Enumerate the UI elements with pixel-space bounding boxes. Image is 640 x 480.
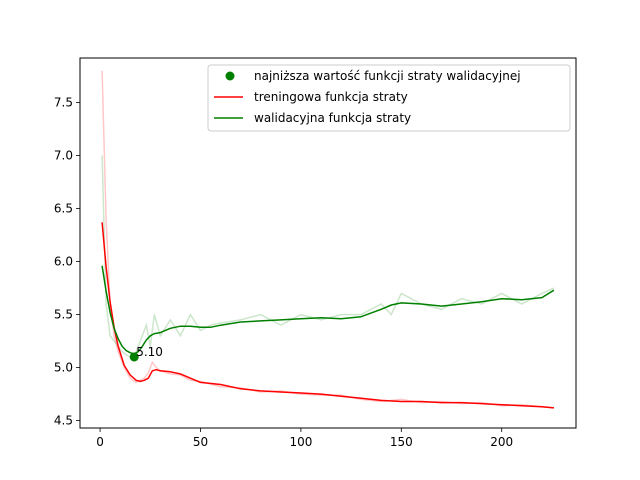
training-loss-smooth-line — [101, 222, 554, 409]
x-tick-label: 150 — [390, 435, 413, 449]
min-validation-loss-label: 5.10 — [136, 345, 163, 359]
y-tick-label: 5.0 — [54, 361, 73, 375]
y-tick-label: 7.5 — [54, 96, 73, 110]
legend-item-validation-loss-label: walidacyjna funkcja straty — [254, 111, 411, 125]
y-tick-label: 5.5 — [54, 308, 73, 322]
x-axis: 0 50 100 150 200 — [96, 428, 513, 449]
x-tick-label: 0 — [96, 435, 104, 449]
legend-box — [207, 64, 571, 132]
validation-loss-raw-line — [101, 155, 555, 358]
y-tick-label: 7.0 — [54, 149, 73, 163]
x-tick-label: 200 — [490, 435, 513, 449]
plot-frame — [79, 57, 577, 429]
y-axis: 4.5 5.0 5.5 6.0 6.5 7.0 7.5 — [54, 96, 80, 428]
x-tick-label: 100 — [289, 435, 312, 449]
min-validation-loss-marker — [129, 352, 139, 362]
validation-loss-smooth-line — [101, 265, 555, 355]
legend: najniższa wartość funkcji straty walidac… — [207, 64, 571, 132]
smooth-series-layer — [101, 222, 555, 409]
legend-item-min-validation-loss-label: najniższa wartość funkcji straty walidac… — [254, 69, 521, 83]
y-tick-label: 4.5 — [54, 414, 73, 428]
y-tick-label: 6.0 — [54, 255, 73, 269]
y-tick-label: 6.5 — [54, 202, 73, 216]
legend-item-min-validation-loss-swatch — [225, 71, 235, 81]
marker-layer: 5.10 — [129, 345, 163, 362]
x-tick-label: 50 — [193, 435, 208, 449]
legend-item-training-loss-label: treningowa funkcja straty — [254, 90, 408, 104]
